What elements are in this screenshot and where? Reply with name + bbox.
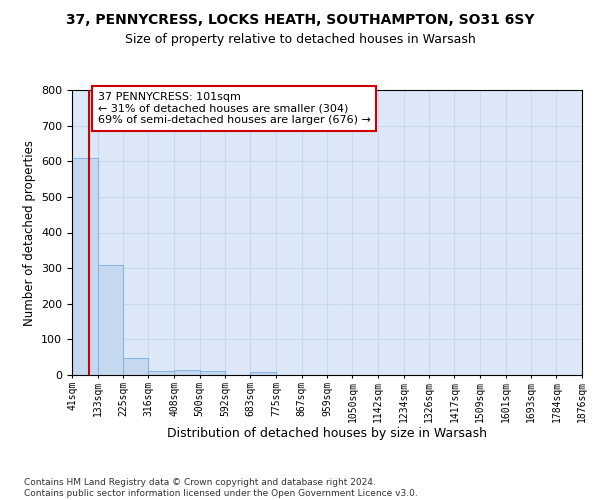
Text: 37, PENNYCRESS, LOCKS HEATH, SOUTHAMPTON, SO31 6SY: 37, PENNYCRESS, LOCKS HEATH, SOUTHAMPTON… (66, 12, 534, 26)
Bar (250, 372, 276, 375)
Text: Contains HM Land Registry data © Crown copyright and database right 2024.
Contai: Contains HM Land Registry data © Crown c… (24, 478, 418, 498)
Bar (148, 372, 174, 375)
Bar (174, 370, 200, 375)
Bar (123, 358, 148, 375)
X-axis label: Distribution of detached houses by size in Warsash: Distribution of detached houses by size … (167, 427, 487, 440)
Text: 37 PENNYCRESS: 101sqm
← 31% of detached houses are smaller (304)
69% of semi-det: 37 PENNYCRESS: 101sqm ← 31% of detached … (98, 92, 370, 125)
Bar (98, 264, 123, 375)
Bar (200, 370, 225, 375)
Y-axis label: Number of detached properties: Number of detached properties (23, 140, 35, 326)
Bar (72, 158, 98, 375)
Text: Size of property relative to detached houses in Warsash: Size of property relative to detached ho… (125, 32, 475, 46)
